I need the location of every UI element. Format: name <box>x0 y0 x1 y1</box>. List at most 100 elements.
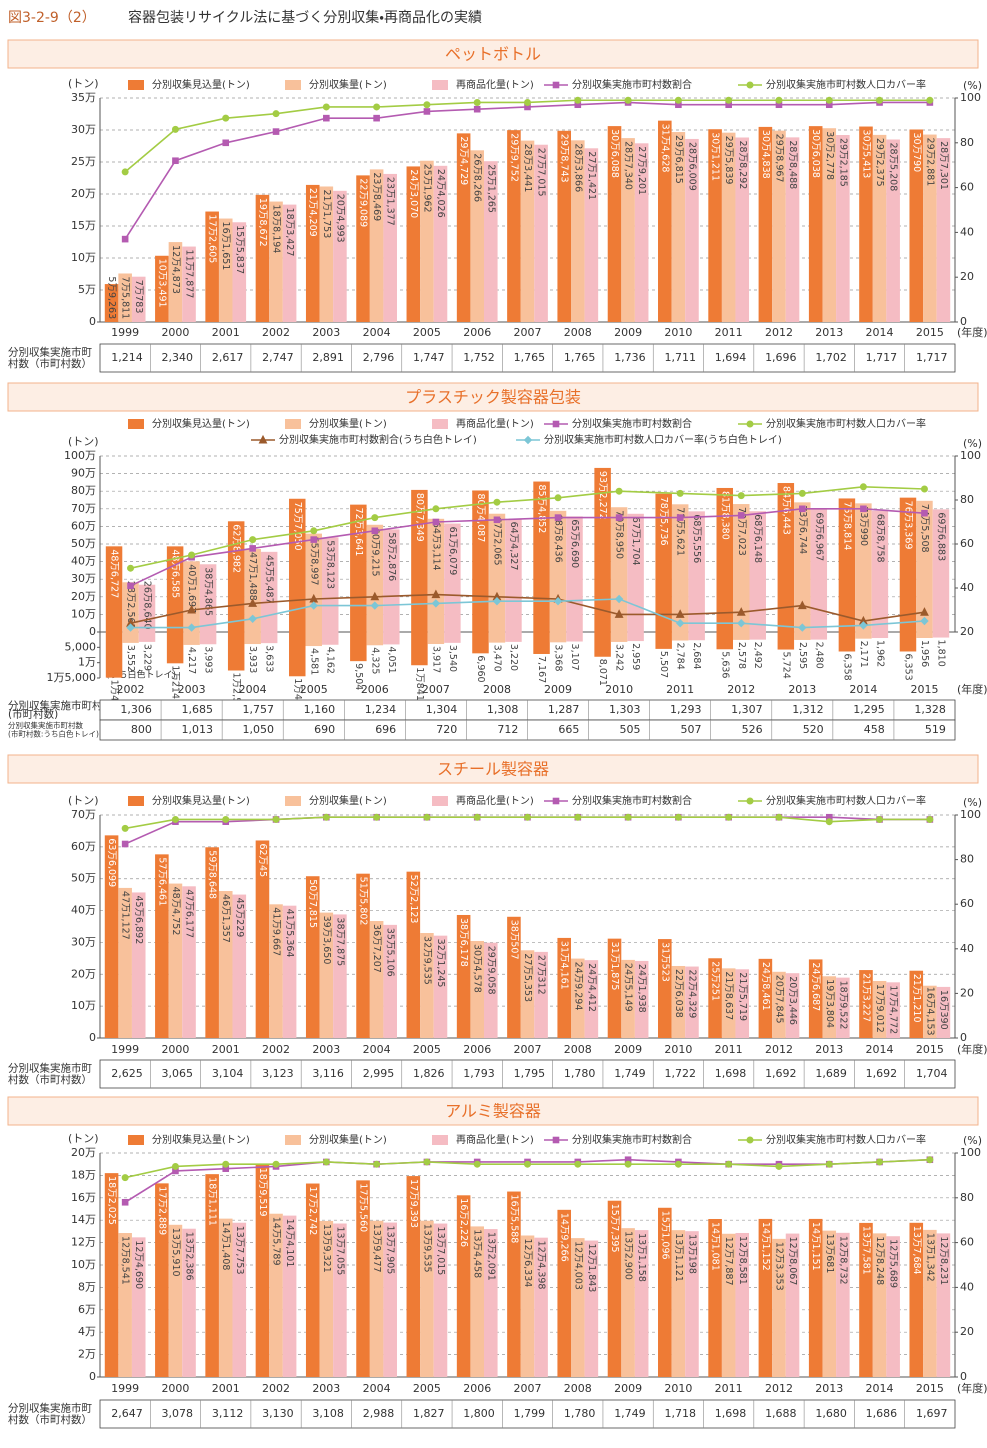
tray-bar <box>305 632 322 647</box>
bar <box>721 132 736 322</box>
line-marker <box>187 604 197 614</box>
y-tick-label: 0 <box>89 1031 96 1044</box>
line-marker <box>222 815 230 823</box>
value-label: 13万7,753 <box>234 1226 245 1275</box>
value-label: 5万9,263 <box>106 276 117 319</box>
value-label: 85万4,852 <box>536 485 547 534</box>
value-label: 29万5,839 <box>723 136 734 185</box>
bar <box>269 201 283 322</box>
table-row-label: 分別収集実施市町 <box>8 345 92 358</box>
line-marker <box>272 815 280 823</box>
line-marker <box>920 616 929 626</box>
value-label: 40万1,697 <box>186 564 197 613</box>
value-label: 6,960 <box>475 655 486 682</box>
value-label: 14万5,789 <box>271 1217 282 1266</box>
table-cell: 3,130 <box>262 1407 294 1420</box>
bar <box>534 144 548 322</box>
table-cell: 1,692 <box>866 1067 898 1080</box>
bar <box>333 190 347 322</box>
legend-marker <box>258 434 268 444</box>
line-marker <box>370 601 380 610</box>
y2-tick-label: 20 <box>960 1325 974 1338</box>
line-marker <box>624 1160 632 1168</box>
y-unit: (トン) <box>68 435 99 448</box>
bar <box>584 148 599 322</box>
x-tick-label: 2009 <box>544 683 572 696</box>
value-label: 7万5,811 <box>120 276 131 319</box>
value-label: 73万6,744 <box>797 505 808 554</box>
value-label: 57万6,461 <box>156 857 167 906</box>
bar <box>708 958 722 1038</box>
y-tick-label: 50万 <box>71 872 96 885</box>
bar <box>260 551 278 632</box>
value-label: 30万2,778 <box>824 131 835 180</box>
y-tick-label: 80万 <box>71 484 96 497</box>
value-label: 17万2,742 <box>307 1187 318 1236</box>
value-label: 61万6,079 <box>447 527 458 576</box>
tray-tick-label: 1万 <box>78 656 96 669</box>
value-label: 46万1,357 <box>220 894 231 943</box>
value-label: 30万4,838 <box>760 130 771 179</box>
value-label: 12万8,067 <box>787 1237 798 1286</box>
value-label: 76万3,369 <box>902 501 913 550</box>
table-cell: 1,307 <box>731 703 763 716</box>
y2-tick-label: 20 <box>960 625 974 638</box>
legend-swatch <box>285 419 301 429</box>
value-label: 48万4,752 <box>170 887 181 936</box>
x-tick-label: 2010 <box>664 326 692 339</box>
bar <box>118 273 132 322</box>
value-label: 2,684 <box>691 642 702 669</box>
bar <box>584 1240 599 1377</box>
y-tick-label: 18万 <box>71 1168 96 1181</box>
value-label: 24万8,461 <box>760 962 771 1011</box>
value-label: 15万7,395 <box>609 1204 620 1253</box>
value-label: 67万2,065 <box>491 517 502 566</box>
tray-bar <box>733 632 750 640</box>
y2-tick-label: 80 <box>960 853 974 866</box>
value-label: 8,071 <box>597 659 608 686</box>
value-label: 2,578 <box>736 642 747 669</box>
value-label: 29万2,375 <box>874 138 885 187</box>
line-series <box>130 598 925 629</box>
legend-label: 分別収集量(トン) <box>309 794 387 807</box>
table-cell: 665 <box>558 723 579 736</box>
value-label: 38万6,178 <box>458 918 469 967</box>
bar <box>932 509 950 632</box>
table-cell: 1,717 <box>916 351 948 364</box>
line-marker <box>187 623 196 632</box>
value-label: 29万9,752 <box>508 133 519 182</box>
line-marker <box>222 139 230 147</box>
x-tick-label: 2000 <box>161 326 189 339</box>
bar <box>305 184 320 322</box>
tray-bar <box>610 632 628 642</box>
value-label: 13万2,900 <box>623 1231 634 1280</box>
value-label: 2,784 <box>675 643 686 670</box>
bar <box>916 500 933 632</box>
value-label: 50万7,815 <box>307 879 318 928</box>
line-marker <box>371 514 379 522</box>
tray-bar <box>855 632 872 639</box>
line-marker <box>127 564 135 572</box>
bar <box>571 140 585 322</box>
legend-marker <box>746 797 754 805</box>
legend-swatch <box>432 1135 448 1145</box>
x-tick-label: 2015 <box>916 1043 944 1056</box>
value-label: 20万7,845 <box>773 975 784 1024</box>
line-marker <box>775 813 783 821</box>
bar <box>671 1230 686 1377</box>
table-row-label: 分別収集実施市町 <box>8 1061 92 1074</box>
bar <box>369 921 384 1038</box>
bar <box>621 1228 635 1377</box>
x-tick-label: 2006 <box>463 1382 491 1395</box>
y-tick-label: 70万 <box>71 502 96 515</box>
y-tick-label: 10万 <box>71 999 96 1012</box>
value-label: 18万8,194 <box>271 205 282 254</box>
line-marker <box>373 1160 381 1168</box>
line-marker <box>825 818 833 826</box>
bar <box>571 1238 585 1377</box>
table-cell: 696 <box>375 723 396 736</box>
line-marker <box>524 813 531 821</box>
y-tick-label: 10万 <box>71 607 96 620</box>
value-label: 2,492 <box>752 642 763 669</box>
legend-label: 分別収集実施市町村数人口カバー率 <box>766 78 926 91</box>
